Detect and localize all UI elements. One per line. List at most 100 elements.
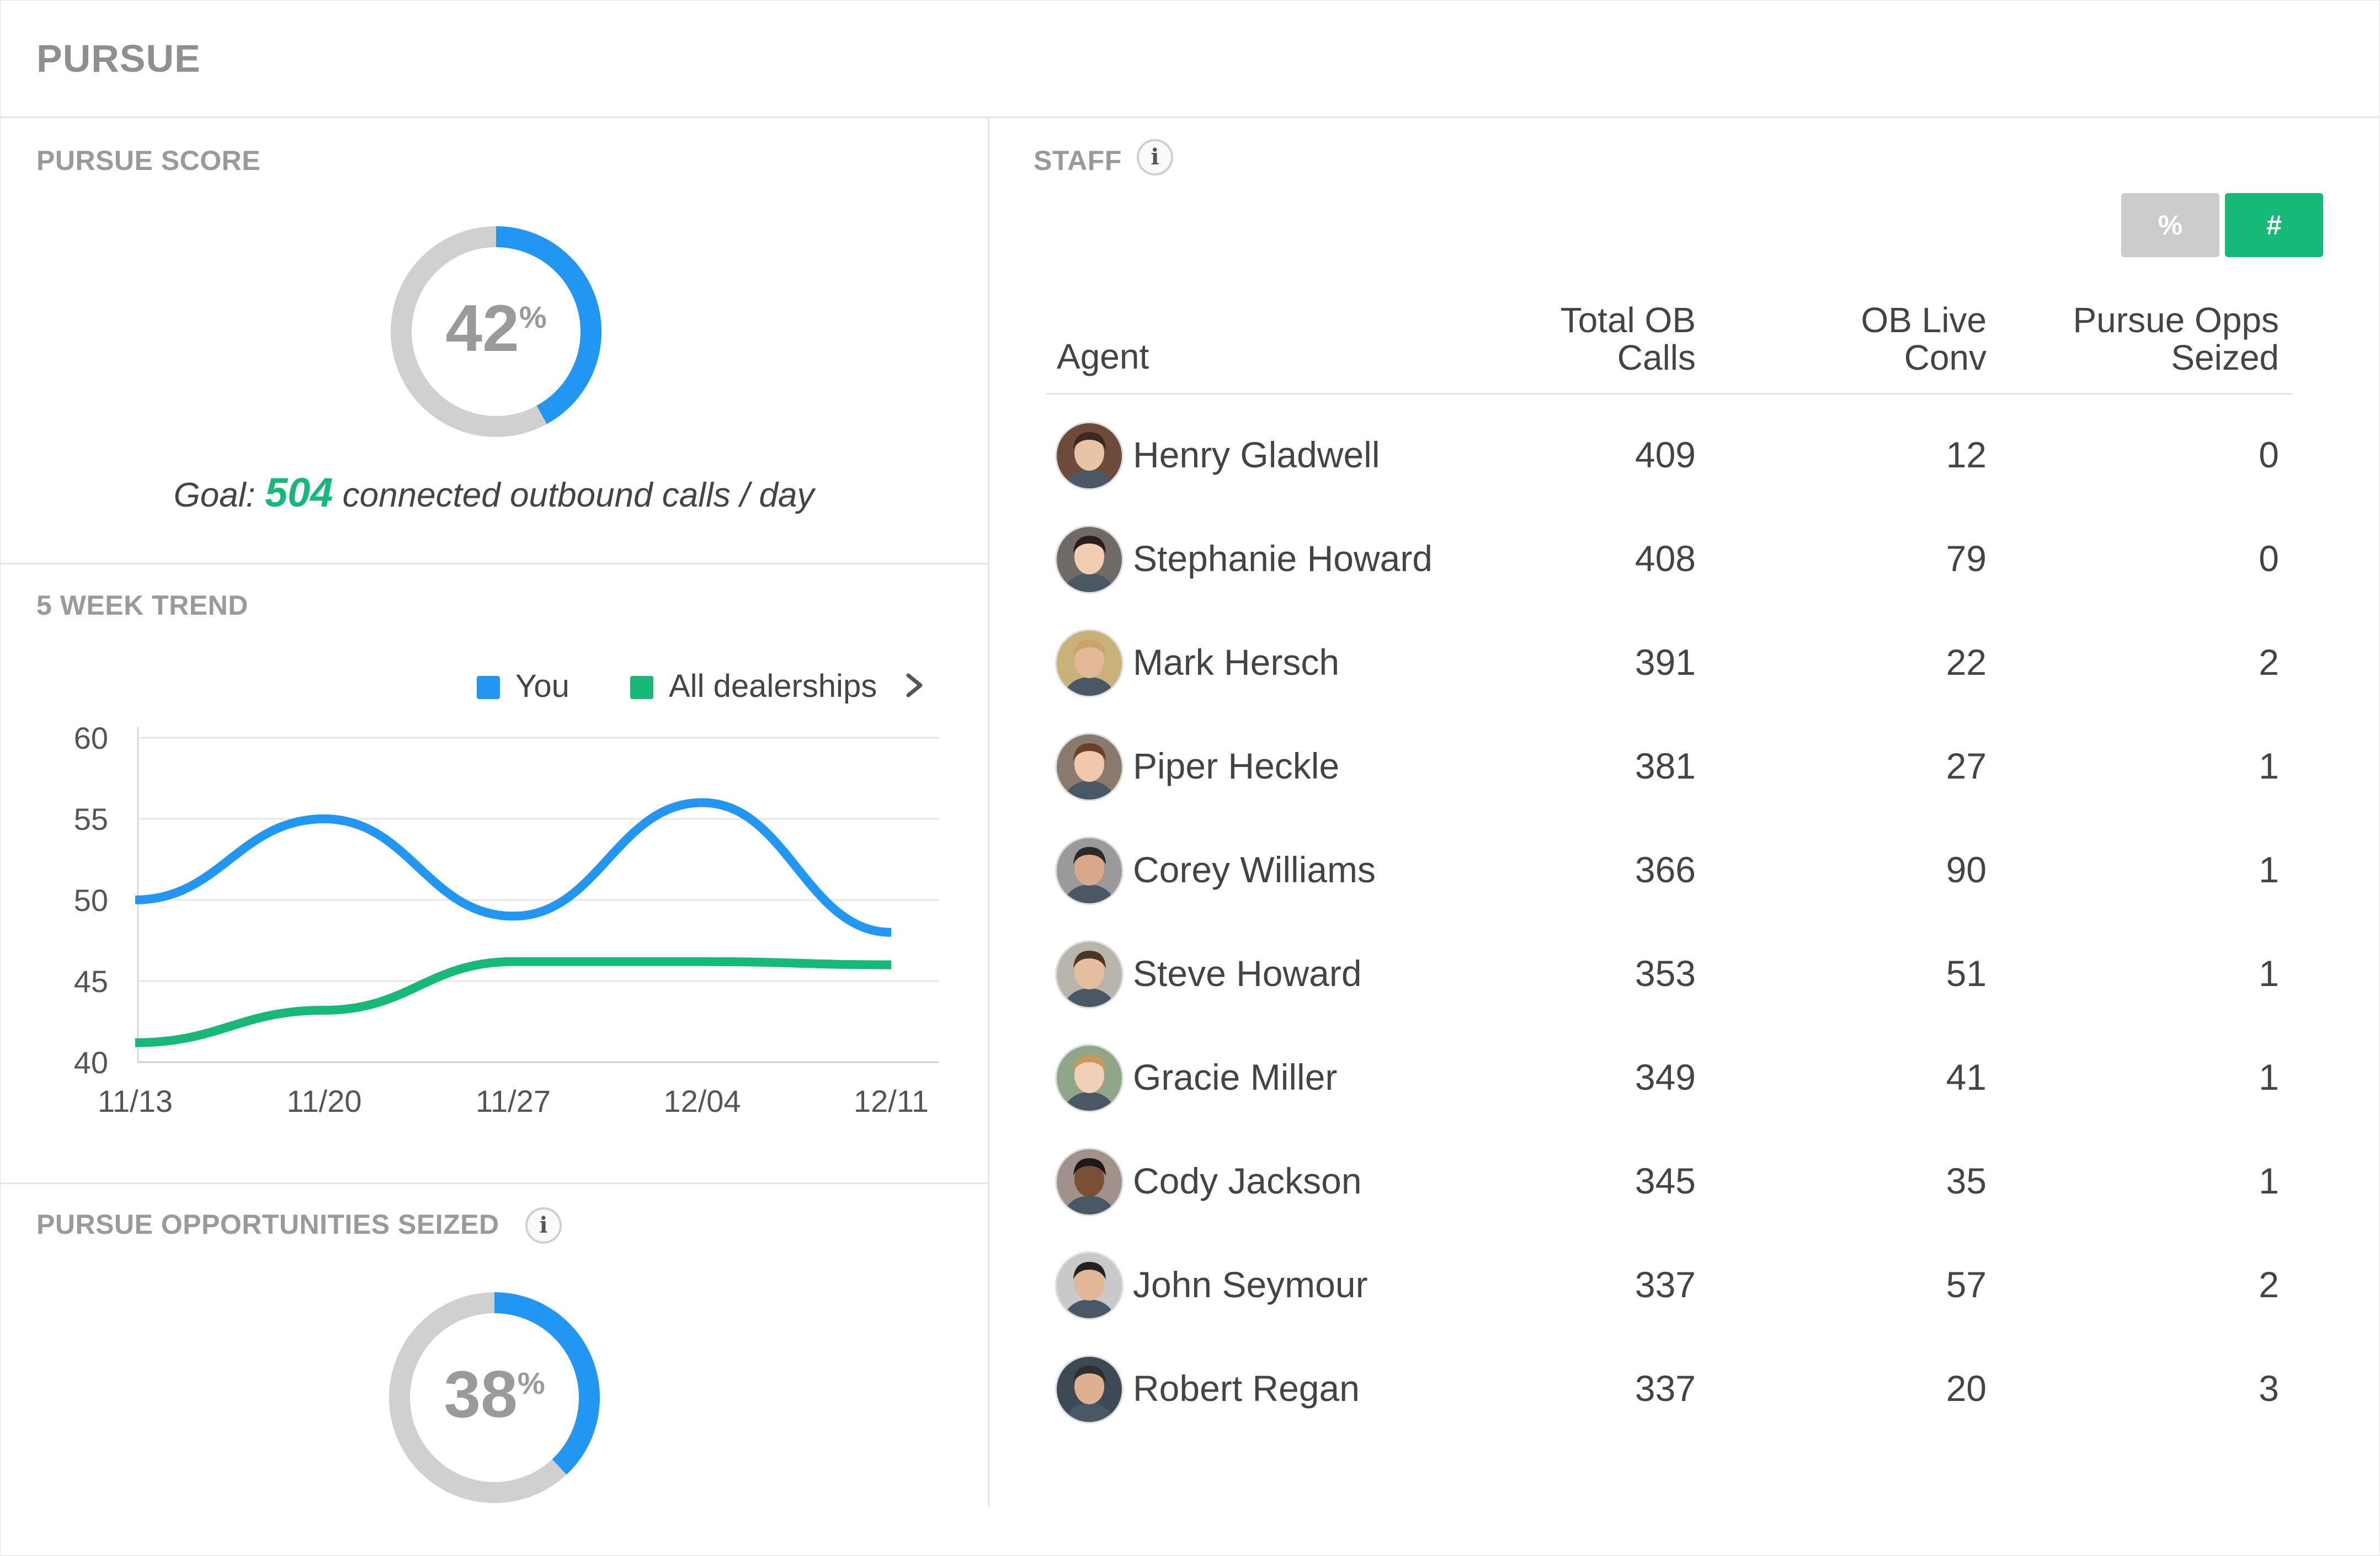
total-ob-calls-cell: 337 (1634, 1368, 1696, 1409)
toggle-percent-button[interactable]: % (2121, 193, 2219, 257)
ob-live-conv-cell: 41 (1946, 1057, 1987, 1097)
info-icon[interactable]: i (1137, 139, 1173, 175)
avatar (1055, 1044, 1124, 1112)
pursue-opps-seized-cell: 2 (2259, 1264, 2279, 1305)
page-title: PURSUE (36, 37, 201, 80)
total-ob-calls-cell: 345 (1634, 1160, 1696, 1201)
agent-name[interactable]: Gracie Miller (1133, 1057, 1338, 1097)
goal-value: 504 (264, 470, 333, 515)
page-header: PURSUE (0, 0, 2379, 118)
agent-name[interactable]: John Seymour (1133, 1264, 1368, 1305)
total-ob-calls-cell: 381 (1634, 745, 1696, 786)
column-header-ob-live-conv: OB Live Conv (1793, 301, 1987, 376)
total-ob-calls-cell: 409 (1634, 434, 1696, 475)
total-ob-calls-cell: 366 (1634, 849, 1696, 890)
pursue-opps-seized-cell: 3 (2259, 1368, 2279, 1409)
table-row[interactable]: Piper Heckle 381 27 1 (0, 715, 2380, 819)
agent-name[interactable]: Cody Jackson (1133, 1160, 1362, 1201)
table-row[interactable]: Stephanie Howard 408 79 0 (0, 508, 2380, 611)
avatar (1055, 629, 1124, 697)
table-row[interactable]: Mark Hersch 391 22 2 (0, 611, 2380, 715)
agent-name[interactable]: Steve Howard (1133, 953, 1362, 994)
opps-seized-value: 38% (388, 1356, 601, 1432)
x-tick-label: 11/27 (476, 1084, 551, 1118)
avatar (1055, 836, 1124, 905)
pursue-opps-seized-cell: 1 (2259, 849, 2279, 890)
table-row[interactable]: Gracie Miller 349 41 1 (0, 1026, 2380, 1130)
avatar (1055, 525, 1124, 594)
table-row[interactable]: Corey Williams 366 90 1 (0, 819, 2380, 923)
table-row[interactable]: John Seymour 337 57 2 (0, 1234, 2380, 1337)
info-icon[interactable]: i (525, 1207, 562, 1244)
chevron-right-icon[interactable] (903, 665, 927, 712)
legend-item-all-dealerships[interactable]: All dealerships (630, 668, 877, 705)
trend-line-chart: 60 55 50 45 40 11/13 11/20 11/27 12/04 12/11 (74, 721, 939, 1118)
ob-live-conv-cell: 79 (1946, 538, 1987, 579)
pursue-opps-seized-cell: 1 (2259, 953, 2279, 994)
ob-live-conv-cell: 12 (1946, 434, 1987, 475)
header-line: Pursue Opps (2073, 300, 2279, 340)
pursue-score-donut: 42% (390, 225, 603, 438)
avatar (1055, 733, 1124, 801)
trend-title: 5 WEEK TREND (36, 590, 248, 621)
pursue-opps-seized-cell: 0 (2259, 434, 2279, 475)
toggle-count-button[interactable]: # (2225, 193, 2323, 257)
legend-label: All dealerships (669, 668, 877, 704)
agent-name[interactable]: Piper Heckle (1133, 745, 1340, 786)
ob-live-conv-cell: 51 (1946, 953, 1987, 994)
agent-name[interactable]: Robert Regan (1133, 1368, 1360, 1409)
pursue-score-title: PURSUE SCORE (36, 145, 261, 176)
agent-name[interactable]: Corey Williams (1133, 849, 1376, 890)
staff-title: STAFF (1034, 145, 1122, 176)
total-ob-calls-cell: 349 (1634, 1057, 1696, 1097)
pursue-opps-seized-cell: 0 (2259, 538, 2279, 579)
avatar (1055, 940, 1124, 1009)
pursue-opps-seized-cell: 2 (2259, 642, 2279, 683)
header-line: OB Live (1861, 300, 1987, 340)
table-row[interactable]: Cody Jackson 345 35 1 (0, 1130, 2380, 1234)
table-row[interactable]: Steve Howard 353 51 1 (0, 923, 2380, 1026)
ob-live-conv-cell: 20 (1946, 1368, 1987, 1409)
legend-item-you[interactable]: You (477, 668, 569, 705)
column-divider (988, 116, 989, 1507)
column-header-pursue-opps-seized: Pursue Opps Seized (2031, 301, 2279, 376)
ob-live-conv-cell: 57 (1946, 1264, 1987, 1305)
legend-swatch (477, 676, 500, 699)
percent-sign: % (517, 1366, 545, 1400)
agent-name[interactable]: Stephanie Howard (1133, 538, 1433, 579)
avatar (1055, 1355, 1124, 1424)
header-line: Total OB (1560, 300, 1696, 340)
y-tick-label: 45 (74, 964, 108, 999)
column-header-total-ob-calls: Total OB Calls (1490, 301, 1696, 376)
series-line-all-dealerships (135, 957, 892, 1047)
header-line: Calls (1617, 338, 1696, 377)
ob-live-conv-cell: 22 (1946, 642, 1987, 683)
column-header-agent: Agent (1057, 337, 1149, 376)
pursue-opps-seized-cell: 1 (2259, 1160, 2279, 1201)
y-tick-label: 40 (74, 1045, 108, 1080)
section-divider (0, 1182, 988, 1184)
agent-name[interactable]: Henry Gladwell (1133, 434, 1380, 475)
legend-swatch (630, 676, 653, 699)
ob-live-conv-cell: 27 (1946, 745, 1987, 786)
ob-live-conv-cell: 90 (1946, 849, 1987, 890)
percent-sign: % (519, 300, 547, 334)
opps-number: 38 (444, 1357, 518, 1431)
x-tick-label: 12/11 (854, 1084, 929, 1118)
avatar (1055, 1251, 1124, 1320)
y-tick-label: 50 (74, 883, 108, 918)
avatar (1055, 422, 1124, 490)
section-divider (0, 563, 988, 564)
x-tick-label: 12/04 (663, 1084, 741, 1118)
y-tick-label: 60 (74, 721, 108, 755)
table-row[interactable]: Henry Gladwell 409 12 0 (0, 404, 2380, 508)
table-header-rule (1046, 393, 2293, 395)
ob-live-conv-cell: 35 (1946, 1160, 1987, 1201)
legend-label: You (515, 668, 569, 704)
x-tick-label: 11/20 (287, 1084, 362, 1118)
series-line-you (135, 798, 892, 937)
agent-name[interactable]: Mark Hersch (1133, 642, 1340, 683)
avatar (1055, 1148, 1124, 1216)
donut-progress-arc (389, 1292, 600, 1503)
table-row[interactable]: Robert Regan 337 20 3 (0, 1337, 2380, 1441)
